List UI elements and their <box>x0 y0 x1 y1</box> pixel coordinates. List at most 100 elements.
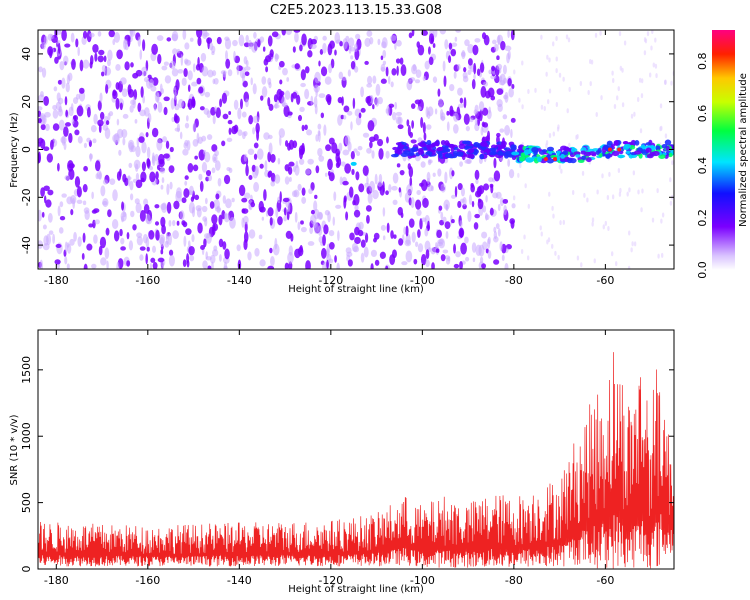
spectrogram-noise-blob <box>228 110 232 116</box>
spectrogram-noise-blob <box>416 209 422 217</box>
spectrogram-faint-blob <box>640 93 644 99</box>
spectrogram-noise-blob <box>77 46 80 57</box>
spectrogram-noise-blob <box>244 71 250 77</box>
spectrogram-noise-blob <box>155 229 160 241</box>
spectrogram-noise-blob <box>137 102 142 113</box>
spectrogram-signal-blob <box>411 146 419 152</box>
spectrogram-noise-blob <box>135 179 143 189</box>
spectrogram-peak <box>607 147 612 152</box>
spectrogram-noise-blob <box>307 241 315 246</box>
spectrogram-noise-blob <box>279 79 283 85</box>
spectrogram-noise-blob <box>297 183 302 191</box>
spectrogram-noise-blob <box>355 116 362 126</box>
spectrogram-noise-blob <box>453 124 459 134</box>
spectrogram-signal-blob <box>467 153 475 159</box>
spectrogram-noise-blob <box>135 202 142 214</box>
spectrogram-noise-blob <box>318 60 321 67</box>
spectrogram-noise-blob <box>378 148 384 160</box>
spectrogram-noise-blob <box>364 37 371 47</box>
spectrogram-noise-blob <box>322 35 327 41</box>
spectrogram-noise-blob <box>294 63 300 70</box>
spectrogram-faint-blob <box>640 207 643 213</box>
spectrogram-noise-blob <box>467 69 472 76</box>
spectrogram-noise-blob <box>309 226 314 235</box>
spectrogram-noise-blob <box>52 123 60 131</box>
spectrogram-x-ticks: -180 -160 -140 -120 -100 -80 -60 <box>44 30 614 287</box>
spectrogram-noise-blob <box>107 59 111 67</box>
snr-y-tick-label: 500 <box>20 492 33 513</box>
spectrogram-noise-blob <box>227 119 233 125</box>
spectrogram-signal-blob <box>394 149 399 154</box>
spectrogram-noise-blob <box>78 87 85 94</box>
spectrogram-noise-blob <box>216 36 222 45</box>
spectrogram-noise-blob <box>414 79 421 84</box>
spectrogram-noise-blob <box>54 259 61 265</box>
spectrogram-noise-blob <box>277 216 283 226</box>
spectrogram-noise-blob <box>385 150 390 159</box>
spectrogram-noise-blob <box>38 94 45 103</box>
spectrogram-noise-blob <box>450 48 457 57</box>
spectrogram-noise-blob <box>186 253 190 264</box>
spectrogram-peak <box>553 157 558 162</box>
spectrogram-noise-blob <box>417 106 422 111</box>
spectrogram-signal-blob <box>417 149 424 155</box>
spectrogram-noise-blob <box>382 60 387 65</box>
spectrogram-noise-blob <box>122 137 126 146</box>
spectrogram-noise-blob <box>463 67 467 73</box>
spectrogram-signal-blob <box>545 154 553 159</box>
spectrogram-noise-blob <box>83 263 88 269</box>
spectrogram-signal-blob <box>613 140 619 146</box>
spectrogram-noise-blob <box>382 235 386 241</box>
spectrogram-signal-blob <box>395 142 402 146</box>
spectrogram-noise-blob <box>347 259 353 267</box>
spectrogram-noise-blob <box>169 146 174 153</box>
spectrogram-noise-blob <box>459 97 464 104</box>
spectrogram-faint-blob <box>557 254 560 260</box>
spectrogram-noise-blob <box>201 161 208 173</box>
spectrogram-noise-blob <box>433 30 438 38</box>
spectrogram-faint-blob <box>671 160 674 166</box>
spectrogram-faint-blob <box>669 177 672 183</box>
spectrogram-noise-blob <box>385 265 389 269</box>
spectrogram-signal-blob <box>588 151 597 156</box>
spectrogram-noise-blob <box>279 191 282 203</box>
spectrogram-noise-blob <box>499 241 503 252</box>
spectrogram-noise-blob <box>191 81 198 87</box>
spectrogram-noise-blob <box>461 50 466 60</box>
spectrogram-noise-blob <box>347 69 351 77</box>
spectrogram-noise-blob <box>504 45 512 52</box>
spectrogram-noise-blob <box>61 77 66 89</box>
spectrogram-faint-blob <box>640 78 644 84</box>
spectrogram-noise-blob <box>241 131 246 140</box>
spectrogram-noise-blob <box>86 106 91 118</box>
spectrogram-noise-blob <box>169 60 176 70</box>
spectrogram-noise-blob <box>74 176 81 188</box>
spectrogram-noise-blob <box>238 34 245 47</box>
spectrogram-noise-blob <box>411 30 415 37</box>
spectrogram-noise-blob <box>64 43 71 48</box>
spectrogram-noise-blob <box>390 230 394 239</box>
spectrogram-noise-blob <box>424 60 430 70</box>
spectrogram-noise-blob <box>135 172 140 181</box>
spectrogram-noise-blob <box>229 217 236 229</box>
spectrogram-noise-blob <box>71 58 76 70</box>
spectrogram-noise-blob <box>197 36 202 47</box>
spectrogram-faint-blob <box>610 251 614 257</box>
spectrogram-noise-blob <box>40 138 46 150</box>
spectrogram-noise-blob <box>120 77 127 85</box>
spectrogram-noise-blob <box>253 181 260 193</box>
spectrogram-noise-blob <box>200 52 207 62</box>
spectrogram-noise-blob <box>95 173 99 180</box>
spectrogram-noise-blob <box>220 70 227 75</box>
spectrogram-noise-blob <box>94 219 100 225</box>
spectrogram-noise-blob <box>322 42 327 54</box>
spectrogram-faint-blob <box>552 41 555 47</box>
spectrogram-faint-blob <box>626 191 629 197</box>
spectrogram-noise-blob <box>444 221 451 230</box>
spectrogram-noise-blob <box>172 230 179 240</box>
spectrogram-faint-blob <box>545 71 548 77</box>
spectrogram-faint-blob <box>568 86 571 92</box>
spectrogram-noise-blob <box>318 212 323 220</box>
spectrogram-noise-blob <box>447 256 451 262</box>
